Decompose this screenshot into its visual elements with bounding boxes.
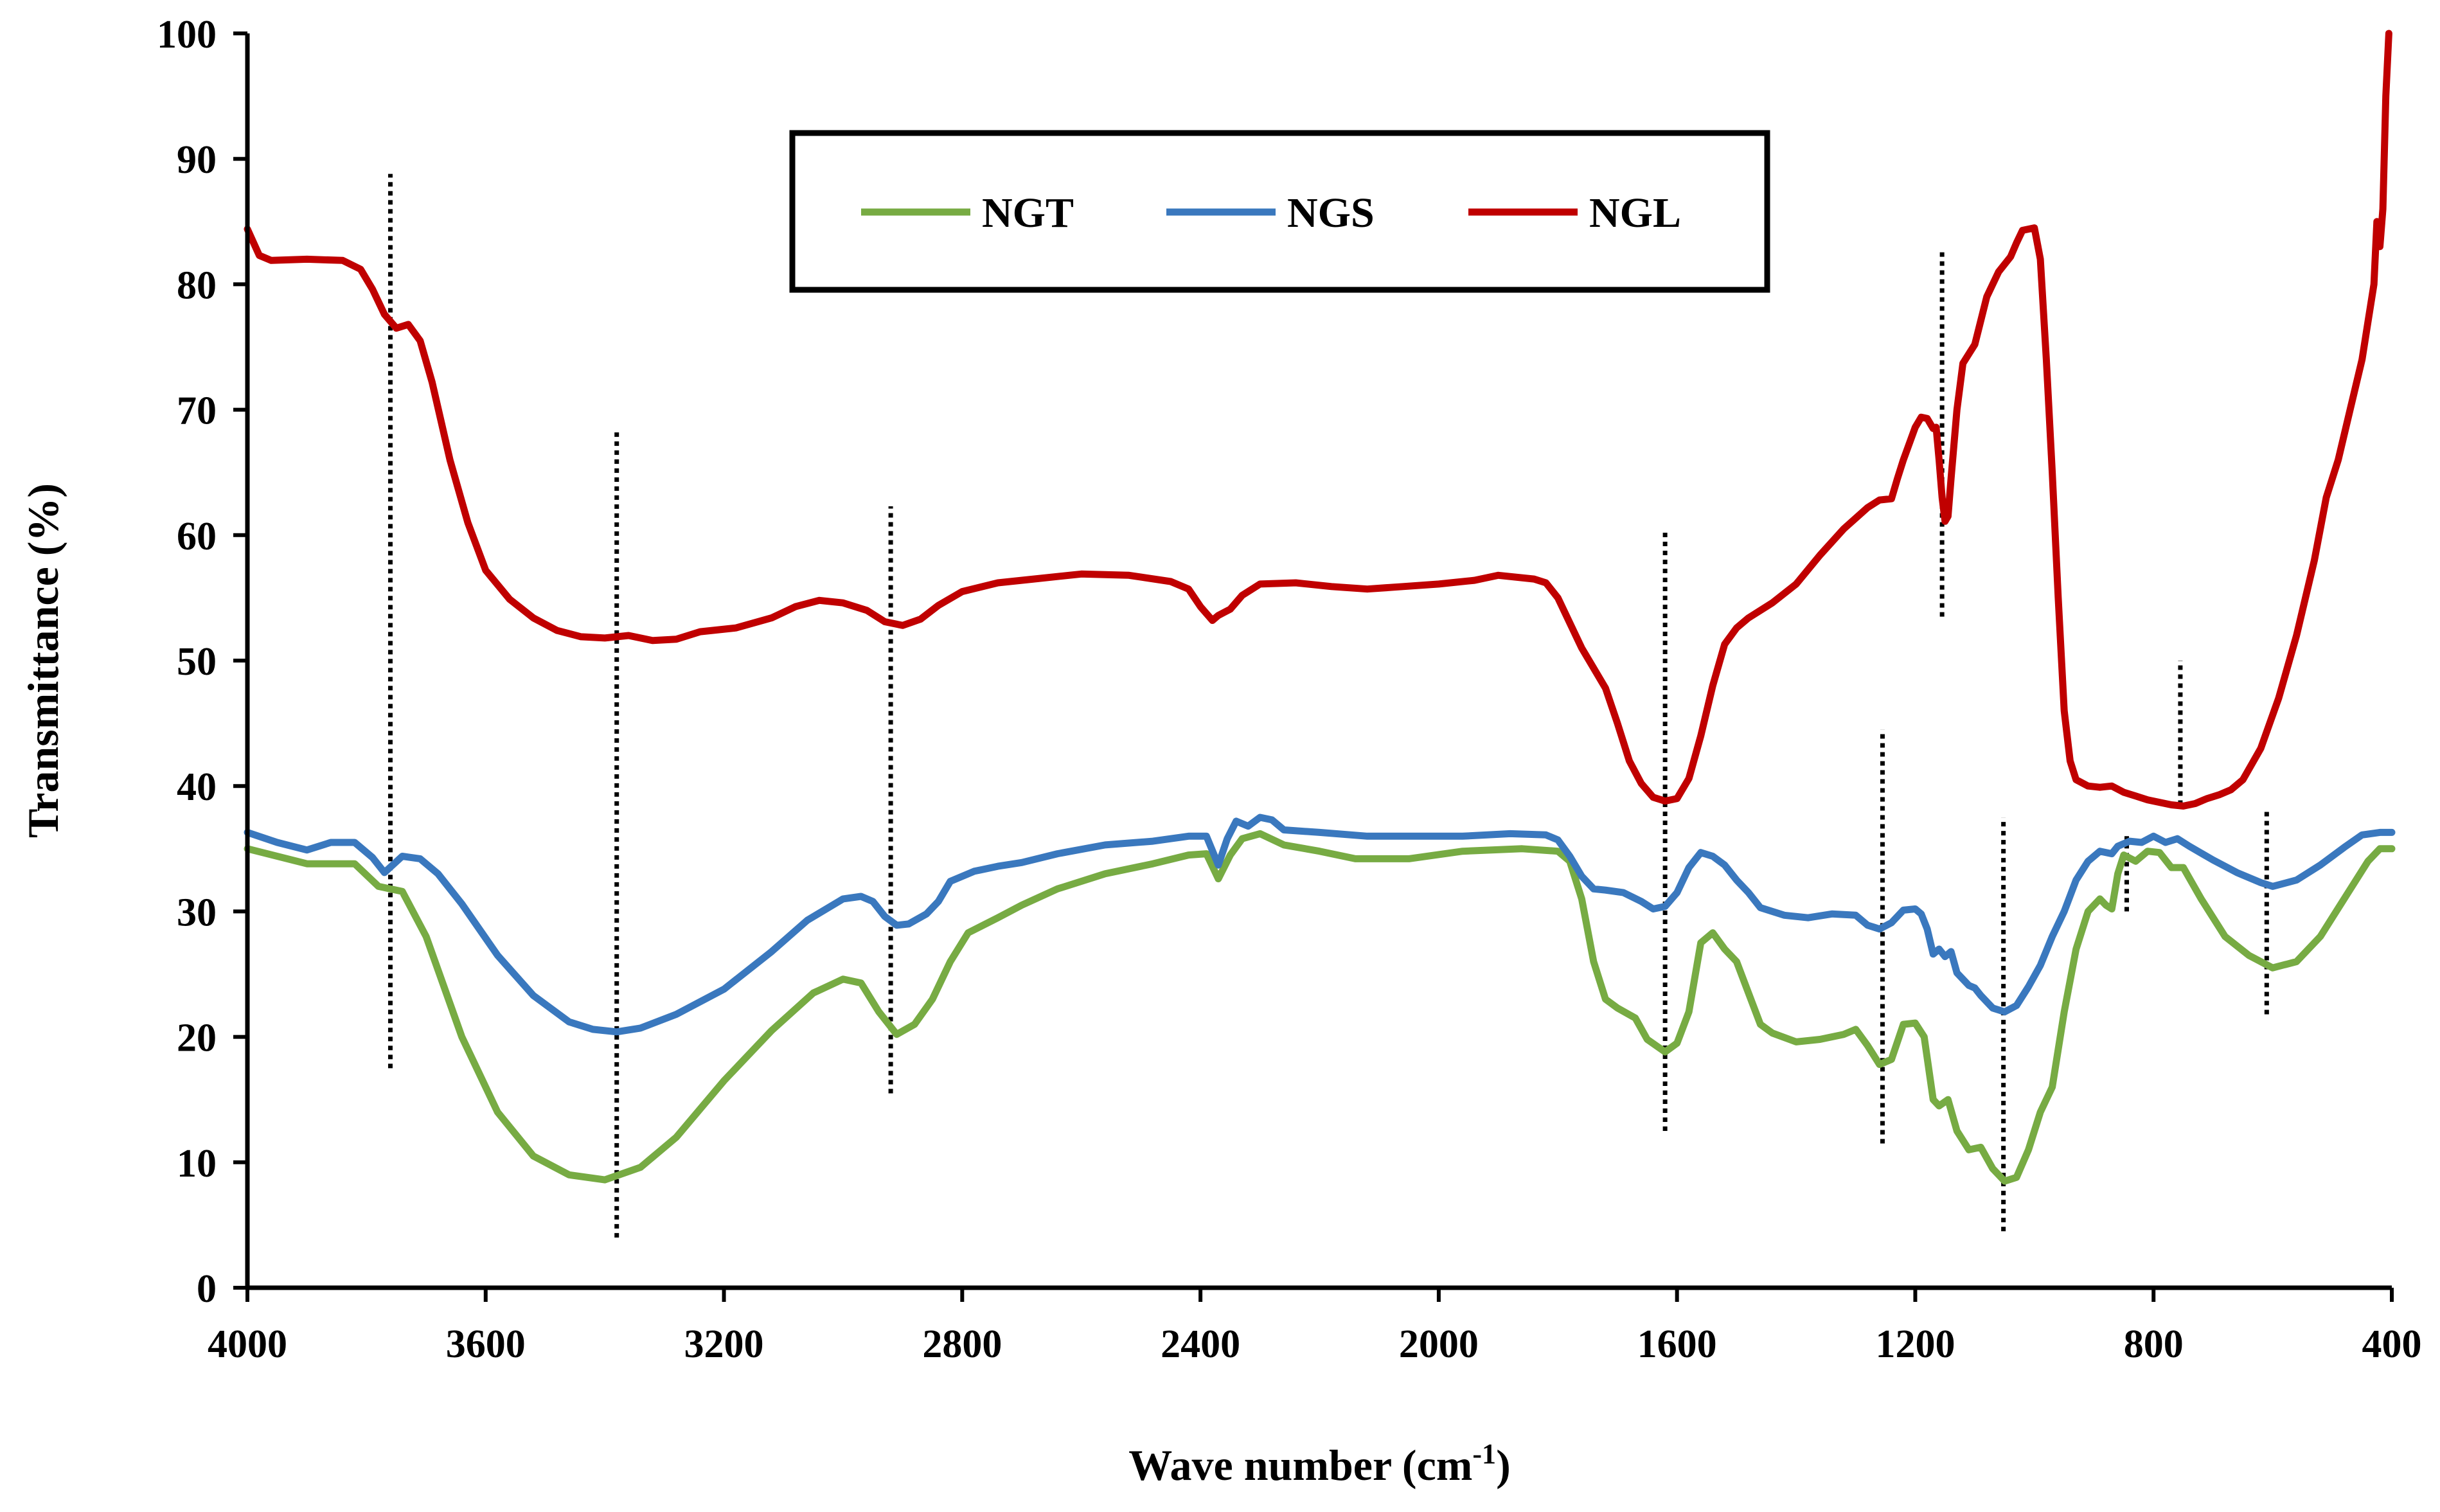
x-axis-title-sup: -1 [1472, 1438, 1496, 1470]
x-ticks: 4000 3600 3200 2800 2400 2000 1600 1200 800 400 [208, 1288, 2422, 1366]
legend-label-ngt: NGT [982, 190, 1074, 236]
guide-lines [387, 173, 2269, 1238]
y-ticks: 0 10 20 30 40 50 60 70 80 90 100 [157, 13, 247, 1311]
series-line-ngl [244, 30, 2392, 810]
x-axis-title: Wave number (cm-1) [1128, 1438, 1510, 1490]
y-tick-label-70: 70 [177, 389, 217, 433]
y-tick-label-100: 100 [157, 13, 217, 57]
x-axis-title-close: ) [1496, 1441, 1511, 1490]
series-lines [244, 30, 2396, 1185]
y-tick-label-50: 50 [177, 640, 217, 684]
y-tick-label-0: 0 [197, 1267, 217, 1311]
series-line-ngs [244, 814, 2396, 1036]
y-tick-label-90: 90 [177, 138, 217, 182]
y-tick-label-80: 80 [177, 263, 217, 307]
y-axis-title: Transmittance (%) [19, 483, 67, 838]
legend-label-ngl: NGL [1589, 190, 1681, 236]
x-tick-label-2000: 2000 [1399, 1322, 1479, 1366]
x-tick-label-1600: 1600 [1637, 1322, 1717, 1366]
y-tick-label-10: 10 [177, 1142, 217, 1186]
x-tick-label-3200: 3200 [684, 1322, 764, 1366]
legend-label-ngs: NGS [1287, 190, 1375, 236]
x-axis-title-main: Wave number (cm [1128, 1441, 1472, 1490]
x-tick-label-4000: 4000 [208, 1322, 287, 1366]
y-tick-label-30: 30 [177, 891, 217, 934]
x-tick-label-2800: 2800 [922, 1322, 1002, 1366]
y-tick-label-20: 20 [177, 1017, 217, 1060]
x-tick-label-1200: 1200 [1875, 1322, 1955, 1366]
y-tick-label-40: 40 [177, 765, 217, 809]
x-tick-label-800: 800 [2124, 1322, 2184, 1366]
legend: NGT NGS NGL [789, 130, 1770, 293]
x-tick-label-2400: 2400 [1161, 1322, 1240, 1366]
x-tick-label-3600: 3600 [446, 1322, 526, 1366]
series-line-ngt [244, 830, 2396, 1185]
x-tick-label-400: 400 [2362, 1322, 2422, 1366]
y-tick-label-60: 60 [177, 515, 217, 558]
